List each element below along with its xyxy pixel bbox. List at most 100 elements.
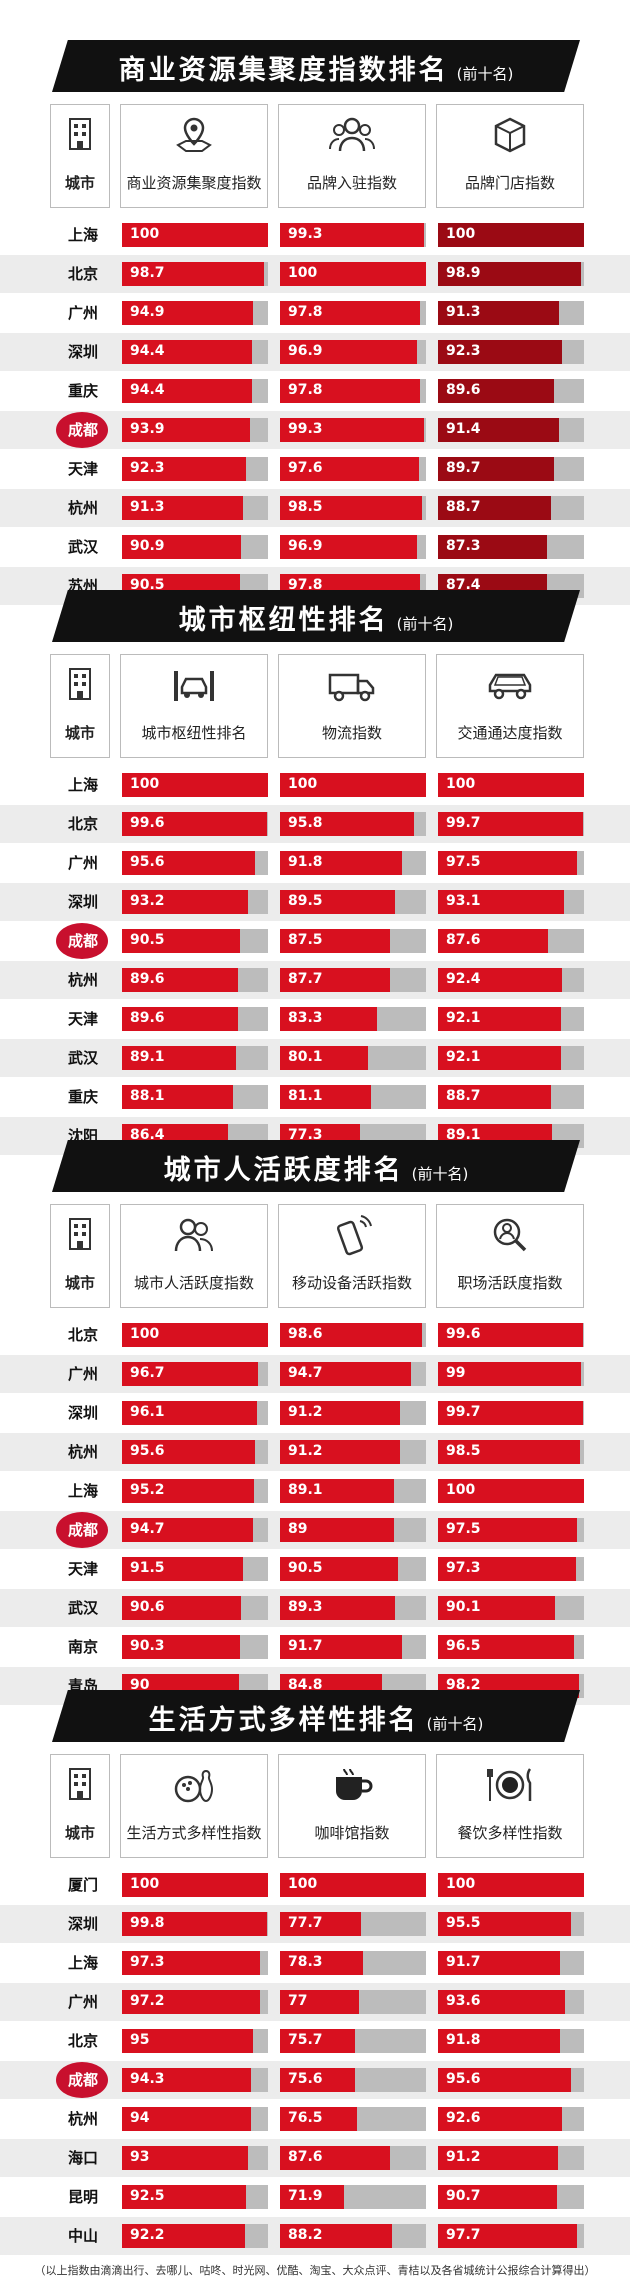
- column-header-label: 餐饮多样性指数: [457, 1824, 563, 1842]
- table-row: 广州 96.7 94.7 99: [0, 1355, 630, 1393]
- column-header-3: 交通通达度指数: [436, 654, 584, 758]
- column-header-2: 移动设备活跃指数: [278, 1204, 426, 1308]
- table-row: 重庆 94.4 97.8 89.6: [0, 372, 630, 410]
- city-label: 天津: [67, 1560, 98, 1578]
- bar-value-label: 90.3: [130, 1638, 165, 1654]
- bar: [280, 773, 426, 797]
- bar: [438, 379, 554, 403]
- table-row: 武汉 90.6 89.3 90.1: [0, 1589, 630, 1627]
- bar-track: 96.1: [122, 1401, 268, 1425]
- bar-track: 92.5: [122, 2185, 268, 2209]
- bar-value-label: 89.5: [288, 893, 323, 909]
- column-header-label: 职场活跃度指数: [457, 1274, 563, 1292]
- bar-track: 87.7: [280, 968, 426, 992]
- bar: [280, 223, 424, 247]
- bar: [122, 1635, 240, 1659]
- bar-track: 99.3: [280, 418, 426, 442]
- bar-track: 88.2: [280, 2224, 426, 2248]
- column-header-label: 城市: [64, 724, 95, 742]
- bar: [280, 1873, 426, 1897]
- bar-value-label: 98.6: [288, 1326, 323, 1342]
- section-title-text: 生活方式多样性排名: [148, 1705, 419, 1736]
- bar-value-label: 89.1: [446, 1127, 481, 1143]
- bar-track: 99.3: [280, 223, 426, 247]
- table-row: 上海 100 99.3 100: [0, 216, 630, 254]
- bar-value-label: 97.2: [130, 1993, 165, 2009]
- bar-value-label: 92.6: [446, 2110, 481, 2126]
- bar-value-label: 93: [130, 2149, 150, 2165]
- bar: [438, 812, 584, 836]
- bar-value-label: 97.8: [288, 304, 323, 320]
- column-header-city: 城市: [50, 104, 110, 208]
- table-row: 昆明 92.5 71.9 90.7: [0, 2178, 630, 2216]
- bar-value-label: 71.9: [288, 2188, 323, 2204]
- bar-track: 96.7: [122, 1362, 268, 1386]
- bar-track: 92.3: [438, 340, 584, 364]
- bar-value-label: 77: [288, 1993, 308, 2009]
- bar-track: 89.6: [122, 1007, 268, 1031]
- bar: [280, 851, 403, 875]
- bar-value-label: 97.3: [446, 1560, 481, 1576]
- bar-track: 91.8: [280, 851, 426, 875]
- bar: [280, 1557, 399, 1581]
- table-row: 北京 95 75.7 91.8: [0, 2022, 630, 2060]
- bar: [280, 1596, 395, 1620]
- table-row: 北京 98.7 100 98.9: [0, 255, 630, 293]
- bar-value-label: 97.3: [130, 1954, 165, 1970]
- bar: [438, 496, 551, 520]
- bar-track: 97.3: [122, 1951, 268, 1975]
- city-label: 北京: [67, 2032, 98, 2050]
- city-label: 天津: [67, 1010, 98, 1028]
- bar-value-label: 75.6: [288, 2071, 323, 2087]
- table-row: 深圳 99.8 77.7 95.5: [0, 1905, 630, 1943]
- table-row: 杭州 95.6 91.2 98.5: [0, 1433, 630, 1471]
- bar: [122, 1951, 261, 1975]
- bar: [280, 535, 417, 559]
- bar-track: 96.9: [280, 535, 426, 559]
- bar-value-label: 94: [130, 2110, 150, 2126]
- bar: [438, 929, 548, 953]
- table-row: 成都 93.9 99.3 91.4: [0, 411, 630, 449]
- column-header-2: 咖啡馆指数: [278, 1754, 426, 1858]
- bar-track: 99: [438, 1362, 584, 1386]
- bar-value-label: 92.4: [446, 971, 481, 987]
- bar-track: 91.7: [280, 1635, 426, 1659]
- bar-track: 81.1: [280, 1085, 426, 1109]
- bar-value-label: 94.7: [130, 1521, 165, 1537]
- bar-track: 90.5: [122, 929, 268, 953]
- bar-value-label: 90.9: [130, 538, 165, 554]
- bar-value-label: 90.6: [130, 1599, 165, 1615]
- bar-track: 92.1: [438, 1007, 584, 1031]
- bar-track: 100: [280, 1873, 426, 1897]
- table-row: 北京 100 98.6 99.6: [0, 1316, 630, 1354]
- bar-track: 94: [122, 2107, 268, 2131]
- section-title-bar: 城市人活跃度排名 (前十名): [52, 1140, 580, 1192]
- bar-value-label: 89.6: [130, 971, 165, 987]
- bar-value-label: 92.1: [446, 1049, 481, 1065]
- bar-track: 98.5: [438, 1440, 584, 1464]
- table-row: 中山 92.2 88.2 97.7: [0, 2217, 630, 2255]
- section-title-bar: 商业资源集聚度指数排名 (前十名): [52, 40, 580, 92]
- table-row: 上海 97.3 78.3 91.7: [0, 1944, 630, 1982]
- bar-track: 93.1: [438, 890, 584, 914]
- bar-track: 100: [122, 223, 268, 247]
- table-row: 杭州 89.6 87.7 92.4: [0, 961, 630, 999]
- bar-track: 97.5: [438, 1518, 584, 1542]
- bar-value-label: 100: [130, 1876, 160, 1892]
- bar: [438, 2068, 572, 2092]
- bar-track: 100: [280, 773, 426, 797]
- column-header-label: 城市枢纽性排名: [141, 724, 247, 742]
- bar: [280, 1912, 361, 1936]
- bar-value-label: 99.3: [288, 226, 323, 242]
- bar-track: 99.8: [122, 1912, 268, 1936]
- bar: [122, 418, 251, 442]
- bar-value-label: 95.5: [446, 1915, 481, 1931]
- bar-track: 89.5: [280, 890, 426, 914]
- bar: [122, 340, 252, 364]
- column-header-1: 生活方式多样性指数: [120, 1754, 268, 1858]
- chart-section-3: 城市人活跃度排名 (前十名) 城市 城市人活跃度指数 移动设备活跃指数 职场活跃度指数 北京…: [0, 1140, 630, 1727]
- bar-track: 94.4: [122, 379, 268, 403]
- column-header-label: 移动设备活跃指数: [291, 1274, 412, 1292]
- table-row: 上海 95.2 89.1 100: [0, 1472, 630, 1510]
- bar-track: 89.1: [280, 1479, 426, 1503]
